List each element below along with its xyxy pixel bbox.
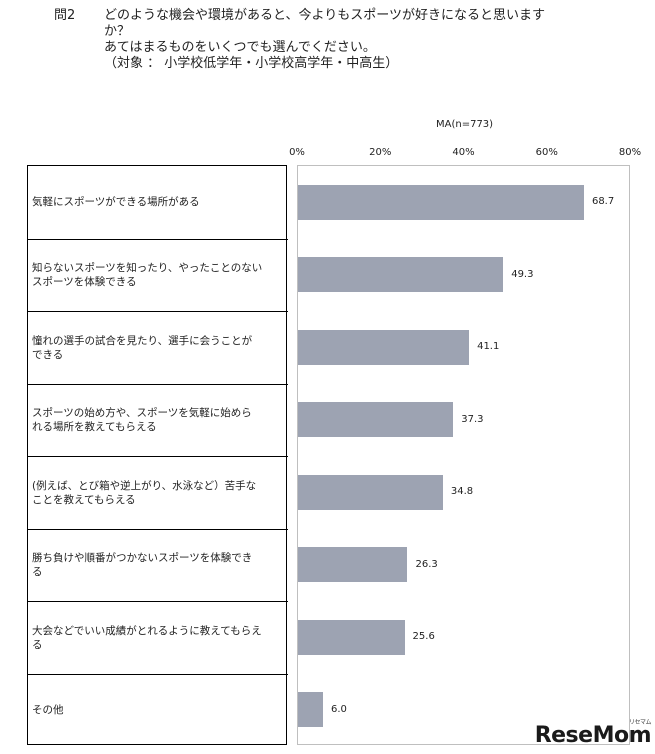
category-label-line: (例えば、とび箱や逆上がり、水泳など）苦手な <box>32 479 257 492</box>
bar <box>298 402 454 438</box>
category-label: その他 <box>28 673 288 747</box>
resemom-logo: リセマム ReseMom <box>534 719 652 748</box>
category-label-text: (例えば、とび箱や逆上がり、水泳など）苦手な ことを教えてもらえる <box>32 479 256 507</box>
bar <box>298 692 323 728</box>
category-label-text: 憧れの選手の試合を見たり、選手に会うことが できる <box>32 334 252 362</box>
bar-value-label: 37.3 <box>461 413 484 425</box>
category-label-text: 知らないスポーツを知ったり、やったことのない スポーツを体験できる <box>32 261 262 289</box>
bar <box>298 329 470 365</box>
bar-value-label: 26.3 <box>415 558 438 570</box>
x-tick-label: 40% <box>452 147 475 158</box>
category-label-line: る <box>32 566 43 579</box>
category-label-text: 大会などでいい成績がとれるように教えてもらえる <box>32 624 262 652</box>
category-label: (例えば、とび箱や逆上がり、水泳など）苦手な ことを教えてもらえる <box>28 456 288 529</box>
bar <box>298 547 408 583</box>
category-label: 大会などでいい成績がとれるように教えてもらえる <box>28 601 288 674</box>
category-label: 気軽にスポーツができる場所がある <box>28 166 288 239</box>
category-label: 憧れの選手の試合を見たり、選手に会うことが できる <box>28 311 288 384</box>
logo-text: ReseMom <box>534 723 652 748</box>
category-label-text: 気軽にスポーツができる場所がある <box>32 195 200 209</box>
category-label-line: スポーツを体験できる <box>32 276 137 289</box>
logo-subtext: リセマム <box>628 719 652 726</box>
question-text: どのような機会や環境があると、今よりもスポーツが好きになると思います か？ あて… <box>104 8 604 72</box>
bar-value-label: 6.0 <box>330 703 347 715</box>
category-labels: 気軽にスポーツができる場所がある 知らないスポーツを知ったり、やったことのない スポ… <box>27 165 288 747</box>
category-label-text: 勝ち負けや順番がつかないスポーツを体験できる <box>32 551 252 579</box>
category-label-text: その他 <box>32 703 64 717</box>
question-line: か？ <box>104 24 131 39</box>
category-label-line: スポーツの始め方や、スポーツを気軽に始めら <box>32 407 252 420</box>
sample-size-note: MA(n=773) <box>436 119 494 130</box>
category-label-line: ことを教えてもらえる <box>32 493 136 506</box>
category-label-line: る <box>32 638 43 651</box>
x-tick-label: 80% <box>618 147 642 158</box>
plot-area: 68.7 49.3 41.1 37.3 34.8 26.3 25.6 6.0 <box>297 165 630 745</box>
bar-value-label: 68.7 <box>591 196 615 208</box>
category-label-line: れる場所を教えてもらえる <box>32 421 157 434</box>
bar-value-label: 41.1 <box>477 341 500 353</box>
x-tick-label: 20% <box>369 147 392 158</box>
category-label-text: スポーツの始め方や、スポーツを気軽に始めら れる場所を教えてもらえる <box>32 406 252 434</box>
category-label-line: 憧れの選手の試合を見たり、選手に会うことが <box>32 334 253 347</box>
category-label-line: 大会などでいい成績がとれるように教えてもらえ <box>32 624 262 637</box>
category-label: スポーツの始め方や、スポーツを気軽に始めら れる場所を教えてもらえる <box>28 383 288 457</box>
category-label-line: その他 <box>32 704 64 717</box>
bar-value-label: 25.6 <box>412 631 435 643</box>
category-label: 知らないスポーツを知ったり、やったことのない スポーツを体験できる <box>28 238 288 312</box>
question-line: （対象 ： 小学校低学年・小学校高学年・中高生） <box>104 56 399 71</box>
category-label-line: 勝ち負けや順番がつかないスポーツを体験でき <box>32 552 253 565</box>
question-line: どのような機会や環境があると、今よりもスポーツが好きになると思います <box>104 8 545 23</box>
category-label: 勝ち負けや順番がつかないスポーツを体験できる <box>28 528 288 602</box>
question-number: 問2 <box>54 8 76 23</box>
bar <box>298 619 405 655</box>
bar-value-label: 34.8 <box>450 486 474 498</box>
x-tick-label: 0% <box>289 147 305 158</box>
bar <box>298 184 584 220</box>
category-label-line: できる <box>32 348 64 361</box>
category-label-line: 気軽にスポーツができる場所がある <box>32 196 200 209</box>
bar <box>298 474 443 510</box>
bar <box>298 257 504 293</box>
question-line: あてはまるものをいくつでも選んでください。 <box>104 40 376 55</box>
bar-value-label: 49.3 <box>511 268 534 280</box>
category-label-line: 知らないスポーツを知ったり、やったことのない <box>32 262 263 275</box>
x-tick-label: 60% <box>535 147 558 158</box>
